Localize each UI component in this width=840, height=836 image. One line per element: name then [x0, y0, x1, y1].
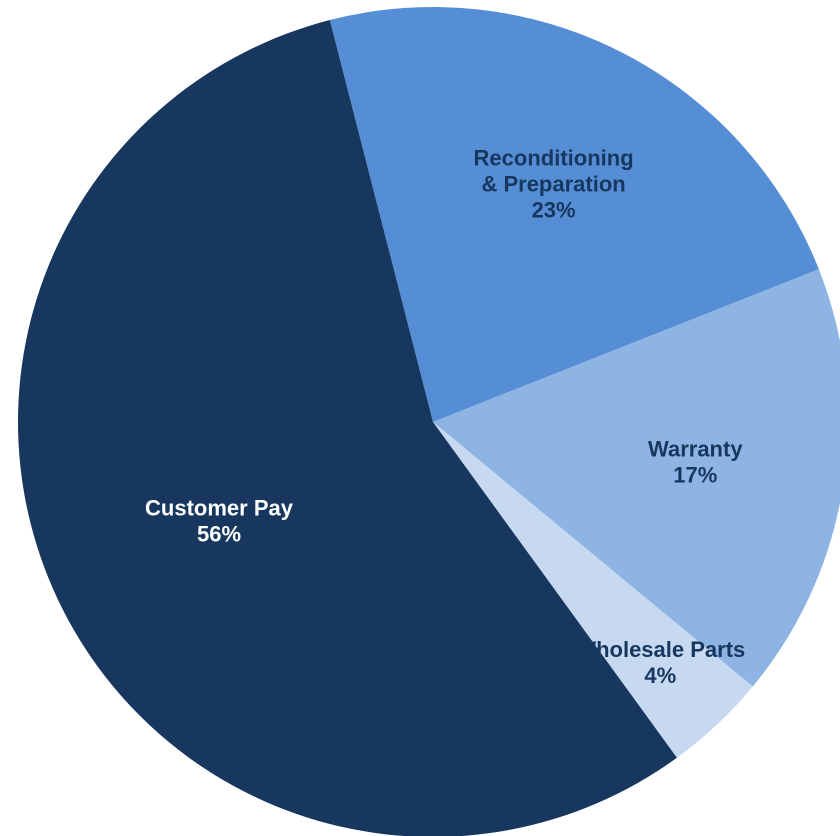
slice-label-customer-pay: Customer Pay 56% [145, 496, 294, 547]
slice-name-warranty: Warranty [648, 436, 743, 461]
slice-name-reconditioning-and-preparation: & Preparation [481, 171, 625, 196]
slice-value-reconditioning-and-preparation: 23% [532, 197, 576, 222]
slice-name-customer-pay: Customer Pay [145, 496, 294, 521]
slice-label-reconditioning-and-preparation: Reconditioning & Preparation 23% [474, 145, 634, 222]
slice-warranty [433, 269, 840, 687]
labels-layer: Reconditioning & Preparation 23% Warranty 17… [145, 145, 745, 688]
slice-label-warranty: Warranty 17% [648, 436, 743, 487]
slice-label-wholesale-parts: Wholesale Parts 4% [575, 637, 745, 688]
slice-wholesale-parts [433, 422, 753, 758]
slice-value-customer-pay: 56% [197, 522, 241, 547]
slice-value-warranty: 17% [673, 462, 717, 487]
slice-name-wholesale-parts: Wholesale Parts [575, 637, 745, 662]
slice-customer-pay [18, 20, 677, 836]
slices-layer [18, 7, 840, 836]
slice-name-reconditioning-and-preparation: Reconditioning [474, 145, 634, 170]
slice-value-wholesale-parts: 4% [644, 663, 676, 688]
slice-reconditioning-and-preparation [329, 7, 819, 422]
